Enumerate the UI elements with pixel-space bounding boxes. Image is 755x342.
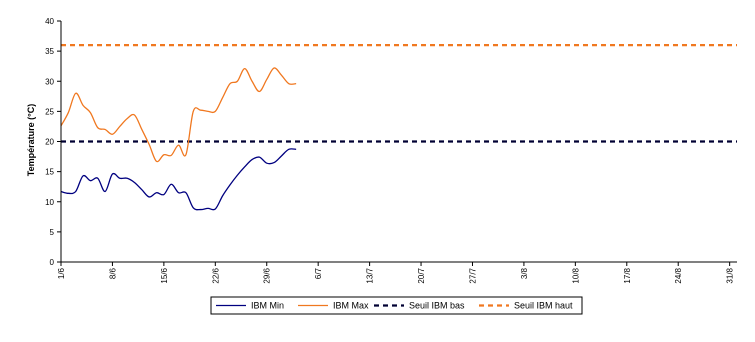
x-tick-label: 3/8 bbox=[520, 267, 529, 279]
x-tick-label: 22/6 bbox=[211, 267, 220, 283]
x-tick-label: 31/8 bbox=[726, 267, 735, 283]
legend-label-3: Seuil IBM haut bbox=[514, 301, 573, 311]
x-tick-label: 24/8 bbox=[674, 267, 683, 283]
legend-label-1: IBM Max bbox=[333, 301, 369, 311]
x-tick-label: 8/6 bbox=[108, 267, 117, 279]
y-tick-label: 30 bbox=[45, 77, 54, 86]
x-tick-label: 1/6 bbox=[57, 267, 66, 279]
x-tick-label: 10/8 bbox=[571, 267, 580, 283]
y-tick-label: 40 bbox=[45, 17, 54, 26]
x-tick-label: 20/7 bbox=[417, 267, 426, 283]
x-tick-label: 27/7 bbox=[468, 267, 477, 283]
y-tick-label: 5 bbox=[50, 228, 55, 237]
plot-area bbox=[60, 44, 737, 211]
legend-label-2: Seuil IBM bas bbox=[409, 301, 465, 311]
y-tick-label: 10 bbox=[45, 198, 54, 207]
y-tick-label: 0 bbox=[50, 258, 55, 267]
series-line-0 bbox=[60, 148, 297, 211]
y-tick-label: 20 bbox=[45, 138, 54, 147]
x-tick-label: 15/6 bbox=[160, 267, 169, 283]
y-tick-label: 35 bbox=[45, 47, 54, 56]
y-tick-label: 15 bbox=[45, 168, 54, 177]
series-line-1 bbox=[60, 67, 297, 163]
x-tick-label: 13/7 bbox=[366, 267, 375, 283]
axes: 0 5 10 15 20 25 30 35 40 1/6 8/6 15/6 22/6 29/6 6/7 13/… bbox=[45, 17, 737, 284]
x-tick-label: 29/6 bbox=[263, 267, 272, 283]
legend: IBM Min IBM Max Seuil IBM bas Seuil IBM hau… bbox=[210, 296, 583, 315]
y-axis-title: Température (°C) bbox=[26, 104, 36, 176]
y-tick-label: 25 bbox=[45, 107, 54, 116]
x-tick-label: 17/8 bbox=[623, 267, 632, 283]
legend-label-0: IBM Min bbox=[251, 301, 284, 311]
x-tick-label: 6/7 bbox=[314, 267, 323, 279]
